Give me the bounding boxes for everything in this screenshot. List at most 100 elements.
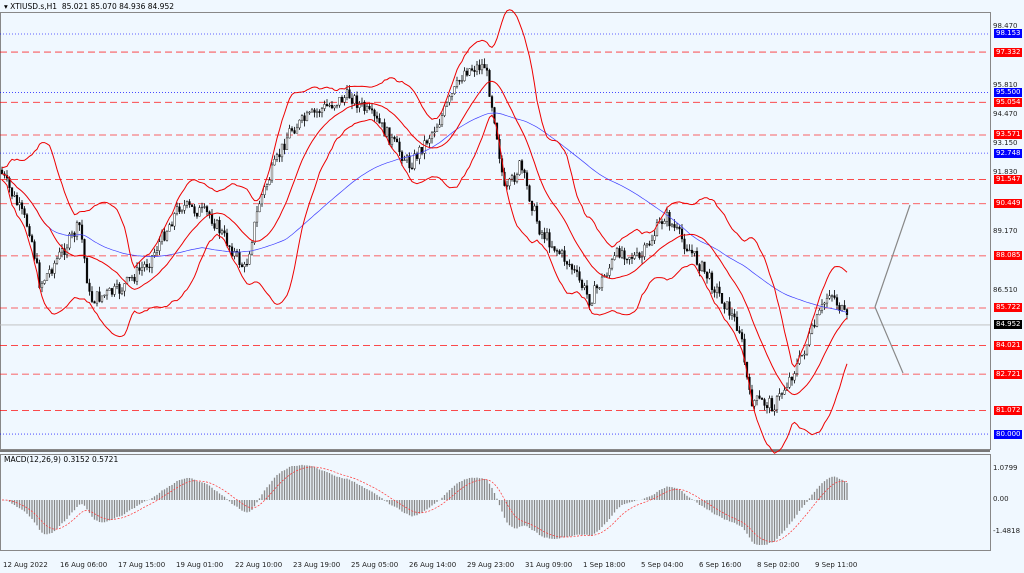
candle-body [205,206,209,213]
candle-body [150,255,154,268]
candle-body [770,398,774,412]
candle-body [85,258,89,284]
candle-body [455,80,459,87]
candle-body [403,159,406,161]
candle-body [398,141,401,153]
candle-body [415,153,419,159]
candle-body [153,252,156,256]
candle-body [688,249,691,252]
macd-tick: 0.00 [993,495,1009,503]
candle-body [803,353,806,356]
candle-body [400,151,404,161]
candle-body [363,102,366,111]
candle-body [550,246,554,248]
candle-body [820,304,824,311]
candle-body [43,280,46,284]
candle-body [678,226,681,230]
candle-body [530,200,534,211]
candle-body [45,273,49,281]
candle-body [188,201,191,205]
bollinger-lower-band [1,114,848,454]
candle-body [175,206,179,214]
level-price-tag: 97.332 [994,47,1022,57]
candle-body [395,138,399,143]
candle-body [563,250,566,262]
candle-body [635,252,639,256]
candle-body [788,377,791,388]
candle-body [380,122,384,124]
candle-body [325,104,329,107]
ohlc-values: 85.021 85.070 84.936 84.952 [61,2,174,11]
candle-body [533,205,536,211]
candle-body [823,302,826,305]
candle-body [630,256,634,259]
time-tick: 29 Aug 23:00 [467,561,515,569]
candle-body [598,287,601,289]
candle-body [560,250,564,254]
current-price-tag: 84.952 [994,320,1022,330]
candle-body [178,206,181,212]
candle-body [273,159,276,166]
candle-body [645,243,649,246]
candle-body [280,143,284,158]
level-price-tag: 80.000 [994,429,1022,439]
candle-body [143,264,146,268]
time-tick: 17 Aug 15:00 [118,561,166,569]
candle-body [33,241,36,259]
candle-body [753,400,756,407]
candle-body [218,220,221,234]
candle-body [368,106,371,109]
candle-body [103,294,106,297]
candle-body [663,221,666,224]
candle-body [193,206,196,214]
candle-body [435,126,439,132]
candle-body [328,104,331,107]
main-panel-frame [0,12,991,450]
candle-body [473,69,476,72]
candle-body [15,195,19,206]
level-price-tag: 85.722 [994,303,1022,313]
candle-body [578,271,581,281]
candle-body [760,398,764,400]
candle-body [248,253,251,265]
candle-body [615,248,619,256]
candle-body [78,222,81,226]
candle-body [413,153,416,169]
candle-body [375,115,379,119]
candle-body [538,221,541,235]
candle-body [63,248,66,256]
time-tick: 5 Sep 04:00 [641,561,684,569]
bollinger-upper-band [1,9,848,368]
candle-body [155,250,159,253]
candle-body [825,298,829,304]
candle-body [815,314,819,327]
candle-body [98,291,101,302]
candle-body [278,154,281,158]
candle-body [513,175,516,182]
candle-body [260,194,264,205]
candle-body [348,89,351,99]
candle-body [20,202,24,209]
forecast-arrow [874,204,911,308]
symbol-label: XTIUSD.s,H1 [10,2,58,11]
candle-body [693,250,696,254]
candle-body [73,232,76,237]
candle-body [405,155,409,161]
price-tick: 95.810 [993,80,1018,89]
candle-body [595,285,599,289]
candle-body [528,185,531,202]
candle-body [223,230,226,234]
candle-body [290,128,294,131]
candle-body [323,104,326,109]
time-tick: 16 Aug 06:00 [60,561,108,569]
level-price-tag: 95.054 [994,97,1022,107]
candle-body [758,395,761,399]
candle-body [210,214,214,224]
candle-body [185,201,189,206]
candle-body [128,276,131,279]
price-tick: 94.470 [993,110,1018,119]
candle-body [345,89,349,98]
candle-body [808,333,811,346]
candle-body [683,238,686,250]
